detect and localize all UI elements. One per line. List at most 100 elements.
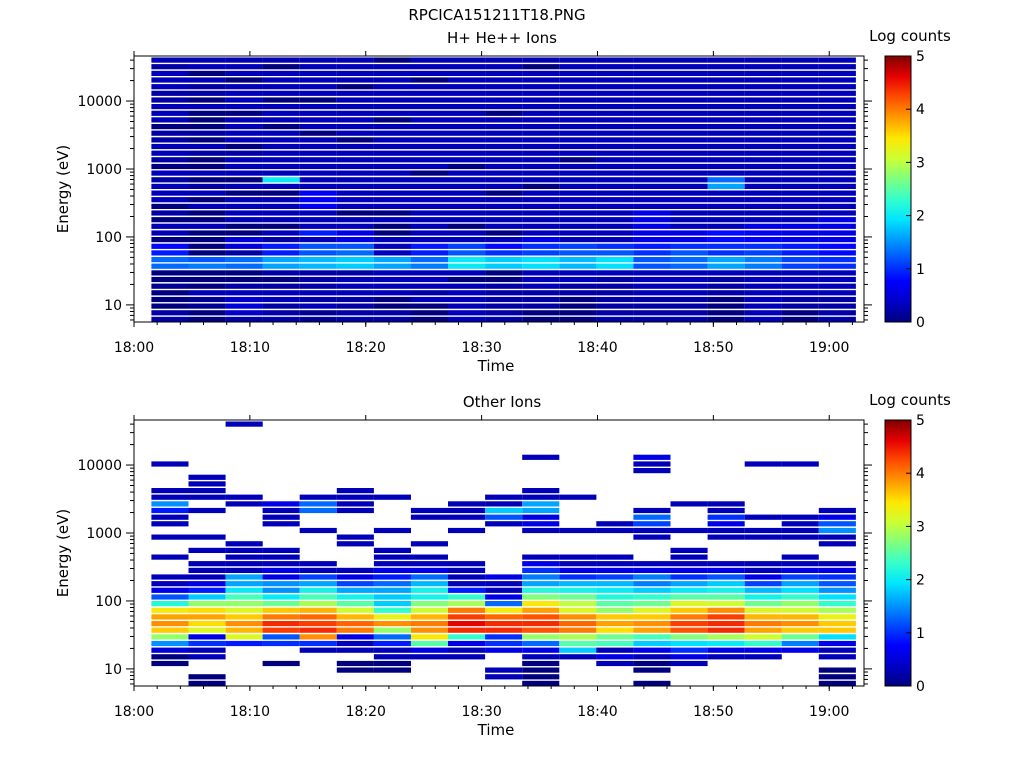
heatmap-cell [670,137,708,143]
heatmap-cell [670,84,708,90]
heatmap-cell [744,223,782,229]
heatmap-cell [781,90,819,96]
heatmap-cell [299,230,337,236]
heatmap-cell [188,507,226,514]
heatmap-cell [818,290,856,296]
heatmap-cell [818,117,856,123]
heatmap-cell [596,230,634,236]
heatmap-cell [188,230,226,236]
heatmap-cell [188,647,226,653]
heatmap-cell [262,601,300,607]
heatmap-cell [744,594,782,600]
heatmap-cell [485,296,523,303]
heatmap-cell [299,581,337,587]
heatmap-cell [633,223,671,229]
heatmap-cell [336,574,374,580]
heatmap-cell [485,634,523,640]
heatmap-cell [781,70,819,76]
heatmap-cell [818,507,856,514]
heatmap-cell [373,667,411,673]
heatmap-cell [336,157,374,163]
x-tick-label: 18:10 [230,704,270,720]
heatmap-cell [522,488,560,494]
heatmap-cell [707,574,745,580]
heatmap-cell [596,521,634,527]
heatmap-cell [633,640,671,647]
heatmap-cell [151,84,189,90]
heatmap-cell [151,634,189,640]
heatmap-cell [707,183,745,189]
heatmap-cell [485,667,523,673]
heatmap-cell [151,660,189,667]
heatmap-cell [410,554,448,560]
heatmap-cell [225,303,263,309]
heatmap-cell [448,601,486,607]
heatmap-cell [670,627,708,633]
heatmap-cell [225,223,263,229]
heatmap-cell [188,296,226,303]
heatmap-cell [744,137,782,143]
heatmap-cell [410,217,448,223]
heatmap-cell [485,270,523,276]
heatmap-cell [448,587,486,593]
heatmap-cell [299,601,337,607]
heatmap-cell [744,290,782,296]
heatmap-cell [485,217,523,223]
heatmap-cell [151,210,189,216]
heatmap-cell [633,117,671,123]
heatmap-cell [559,310,597,316]
heatmap-cell [744,117,782,123]
heatmap-cell [559,110,597,116]
heatmap-cell [262,183,300,189]
heatmap-cell [744,170,782,176]
heatmap-cell [781,203,819,209]
heatmap-cell [448,654,486,660]
heatmap-cell [781,137,819,143]
heatmap-cell [225,574,263,580]
heatmap-cell [151,110,189,116]
heatmap-cell [410,541,448,547]
heatmap-cell [151,514,189,520]
heatmap-cell [781,190,819,196]
heatmap-cell [522,250,560,256]
heatmap-cell [410,634,448,640]
heatmap-cell [188,290,226,296]
heatmap-cell [522,607,560,613]
heatmap-cell [262,290,300,296]
heatmap-cell [188,263,226,269]
heatmap-cell [448,647,486,653]
heatmap-cell [781,461,819,467]
heatmap-cell [410,514,448,520]
heatmap-cell [262,223,300,229]
heatmap-cell [818,223,856,229]
heatmap-cell [188,223,226,229]
heatmap-cell [707,296,745,303]
heatmap-cell [188,674,226,680]
heatmap-cell [373,310,411,316]
heatmap-cell [670,210,708,216]
heatmap-cell [744,143,782,150]
heatmap-cell [670,607,708,613]
heatmap-cell [485,507,523,514]
heatmap-cell [485,143,523,150]
heatmap-cell [262,640,300,647]
heatmap-cell [373,237,411,243]
heatmap-cell [781,527,819,534]
heatmap-cell [744,283,782,289]
heatmap-cell [262,217,300,223]
heatmap-cell [262,190,300,196]
heatmap-cell [818,257,856,263]
heatmap-cell [373,150,411,156]
heatmap-cell [262,276,300,283]
heatmap-cell [485,263,523,269]
heatmap-cell [633,507,671,514]
heatmap-cell [410,163,448,170]
heatmap-cell [151,177,189,183]
heatmap-cell [559,634,597,640]
colorbar-tick-label: 3 [916,155,925,171]
heatmap-cell [559,621,597,627]
heatmap-cell [707,587,745,593]
heatmap-cell [262,561,300,567]
heatmap-cell [188,130,226,136]
heatmap-cell [336,587,374,593]
